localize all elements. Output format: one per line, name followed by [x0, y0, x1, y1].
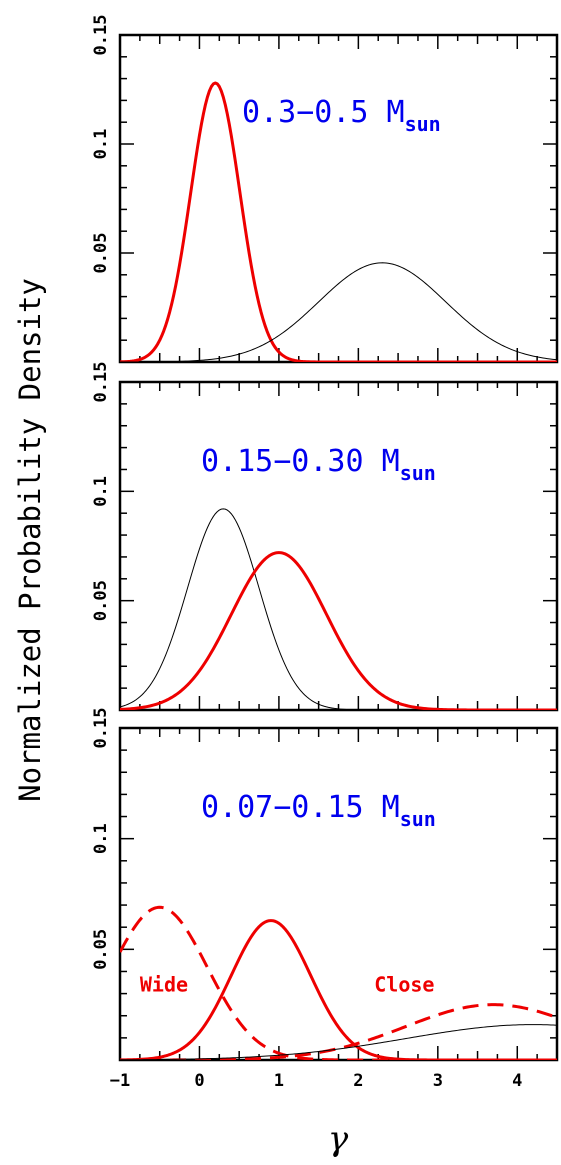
panel-frame: [118, 33, 559, 364]
panel-mass-label: 0.15−0.30 Msun: [201, 444, 436, 485]
y-tick-label: 0.05: [91, 580, 111, 621]
x-tick-label: 3: [433, 1071, 443, 1091]
curves: [120, 905, 557, 1060]
y-tick-label: 0.15: [91, 15, 111, 56]
x-tick-label: 4: [512, 1071, 522, 1091]
panel-mass-subscript: sun: [400, 461, 436, 485]
y-axis-label: Normalized Probability Density: [13, 278, 47, 802]
x-tick-label: −1: [110, 1071, 130, 1091]
y-tick-label: 0.05: [91, 233, 111, 274]
series-line-2: [120, 551, 557, 710]
series-line-1: [120, 905, 557, 1060]
panel-mass-label: 0.3−0.5 Msun: [242, 95, 441, 136]
annotation-close: Close: [374, 972, 434, 996]
panel-1: 0.15 0.1 0.05 0.3−0.5 Msun: [91, 15, 559, 364]
series-line-1: [120, 508, 557, 710]
panel-mass-range: 0.15−0.30 M: [201, 444, 400, 479]
x-tick-label: 2: [353, 1071, 363, 1091]
panel-mass-subscript: sun: [400, 807, 436, 831]
panel-3: 0.15 0.1 0.05 −1 0 1 2 3 4 0.07−0.15 Msun Wide Clos…: [91, 708, 559, 1091]
curves: [120, 508, 557, 710]
y-tick-label: 0.05: [91, 929, 111, 970]
y-tick-label: 0.1: [91, 129, 111, 160]
panel-mass-range: 0.3−0.5 M: [242, 95, 405, 130]
x-axis-label: γ: [328, 1119, 349, 1159]
panel-mass-subscript: sun: [405, 112, 441, 136]
panel-mass-range: 0.07−0.15 M: [201, 790, 400, 825]
panel-frame: [118, 726, 559, 1062]
curves: [120, 81, 557, 362]
y-tick-label: 0.15: [91, 708, 111, 749]
series-line-2: [120, 262, 557, 362]
panel-mass-label: 0.07−0.15 Msun: [201, 790, 436, 831]
series-line-2: [120, 919, 557, 1060]
y-tick-label: 0.1: [91, 476, 111, 507]
y-tick-label: 0.1: [91, 823, 111, 854]
series-line-4: [120, 1024, 557, 1060]
annotation-wide: Wide: [140, 972, 188, 996]
panel-frame: [118, 380, 559, 712]
series-line-3: [120, 1003, 557, 1060]
panel-2: 0.15 0.1 0.05 0.15−0.30 Msun: [91, 362, 559, 712]
panels: 0.150.10.050.3−0.5 Msun0.150.10.050.15−0…: [91, 15, 559, 1091]
y-tick-label: 0.15: [91, 362, 111, 403]
x-tick-label: 1: [274, 1071, 284, 1091]
series-line-1: [120, 81, 557, 362]
x-tick-label: 0: [194, 1071, 204, 1091]
